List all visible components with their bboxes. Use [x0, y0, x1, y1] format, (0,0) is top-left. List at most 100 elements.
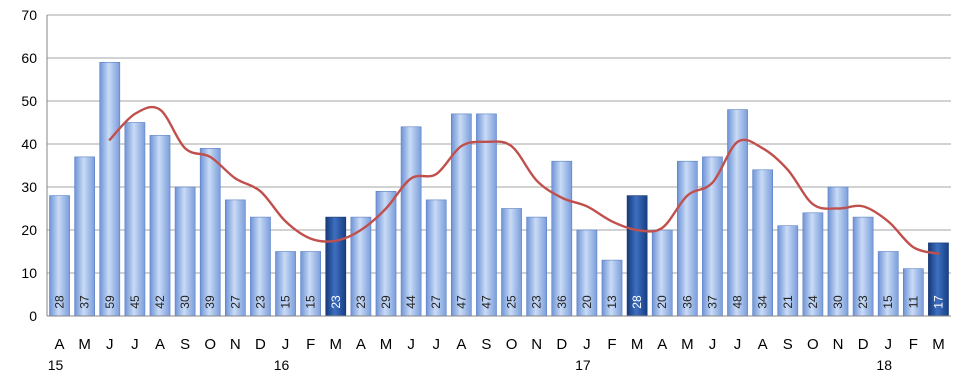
data-label: 23	[530, 295, 544, 309]
x-tick-label: A	[155, 336, 165, 353]
x-tick-label: A	[356, 336, 366, 353]
data-label: 36	[555, 295, 569, 309]
x-tick-label: O	[807, 336, 819, 353]
data-label: 15	[881, 295, 895, 309]
y-tick-label: 0	[29, 308, 37, 324]
x-tick-label: S	[783, 336, 793, 353]
y-tick-label: 70	[21, 7, 37, 23]
x-tick-label: O	[506, 336, 518, 353]
x-tick-label: O	[204, 336, 216, 353]
x-tick-label: D	[255, 336, 266, 353]
data-label: 24	[806, 295, 820, 309]
data-label: 37	[705, 295, 719, 309]
x-tick-label: J	[734, 336, 742, 353]
data-label: 11	[906, 295, 920, 308]
data-label: 42	[153, 295, 167, 309]
data-label: 23	[856, 295, 870, 309]
bar	[199, 148, 221, 317]
data-label: 30	[831, 295, 845, 309]
x-tick-label: F	[306, 336, 315, 353]
x-tick-label: J	[884, 336, 892, 353]
x-tick-label: S	[481, 336, 491, 353]
data-label: 17	[931, 295, 945, 309]
bars	[49, 61, 949, 317]
data-label: 39	[203, 295, 217, 309]
data-label: 20	[580, 295, 594, 309]
y-tick-label: 40	[21, 136, 37, 152]
x-tick-label: A	[55, 336, 65, 353]
y-tick-label: 10	[21, 265, 37, 281]
data-label: 48	[731, 295, 745, 309]
y-tick-label: 60	[21, 50, 37, 66]
bar	[676, 160, 698, 317]
x-tick-label: M	[932, 336, 945, 353]
data-label: 23	[354, 295, 368, 309]
data-label: 20	[655, 295, 669, 309]
x-tick-label: J	[709, 336, 717, 353]
x-tick-label: J	[131, 336, 139, 353]
data-label: 29	[379, 295, 393, 309]
year-label: 15	[48, 357, 64, 373]
bar	[400, 126, 422, 317]
data-label: 13	[605, 295, 619, 309]
trend-line	[108, 105, 940, 255]
x-tick-label: D	[556, 336, 567, 353]
trend-line-path	[108, 105, 940, 255]
x-tick-label: F	[909, 336, 918, 353]
x-tick-label: S	[180, 336, 190, 353]
x-tick-label: N	[531, 336, 542, 353]
data-label: 45	[128, 295, 142, 309]
data-label: 34	[756, 295, 770, 309]
x-tick-label: M	[681, 336, 694, 353]
x-tick-label: A	[456, 336, 466, 353]
bar	[149, 135, 171, 317]
x-tick-label: J	[407, 336, 415, 353]
data-label: 36	[680, 295, 694, 309]
x-tick-label: N	[833, 336, 844, 353]
bar	[124, 122, 146, 317]
x-tick-label: M	[78, 336, 91, 353]
year-label: 18	[876, 357, 892, 373]
year-label: 17	[575, 357, 591, 373]
data-label: 30	[178, 295, 192, 309]
data-label: 27	[228, 295, 242, 309]
x-tick-label: J	[432, 336, 440, 353]
bar	[476, 113, 497, 317]
y-axis: 0 10 20 30 40 50 60 70	[21, 7, 48, 324]
bar	[74, 156, 96, 317]
x-tick-label: N	[230, 336, 241, 353]
bar	[702, 156, 723, 317]
bar	[551, 160, 573, 317]
data-label: 21	[781, 295, 795, 309]
data-label: 44	[404, 295, 418, 309]
x-tick-label: J	[282, 336, 290, 353]
x-tick-label: M	[631, 336, 644, 353]
data-label: 47	[479, 295, 493, 309]
data-label: 23	[329, 295, 343, 309]
y-tick-label: 30	[21, 179, 37, 195]
x-tick-label: A	[758, 336, 768, 353]
x-tick-label: A	[657, 336, 667, 353]
data-label: 37	[78, 295, 92, 309]
data-label: 27	[429, 295, 443, 309]
bar	[99, 61, 121, 317]
year-label: 16	[274, 357, 290, 373]
data-label: 59	[103, 295, 117, 309]
gridlines	[47, 14, 951, 317]
x-tick-label: J	[583, 336, 591, 353]
data-label: 47	[454, 295, 468, 309]
data-label: 28	[630, 295, 644, 309]
y-tick-label: 20	[21, 222, 37, 238]
x-tick-label: J	[106, 336, 114, 353]
x-tick-label: M	[380, 336, 393, 353]
data-label: 23	[253, 295, 267, 309]
x-tick-label: D	[858, 336, 869, 353]
data-label: 15	[304, 295, 318, 309]
x-axis: A M J J A S O N D J F M A M J J A S O N D J F M A M J J A S O N D J F M15 16…	[47, 315, 951, 373]
y-tick-label: 50	[21, 93, 37, 109]
data-label: 25	[505, 295, 519, 309]
x-tick-label: F	[607, 336, 616, 353]
x-tick-label: M	[330, 336, 343, 353]
data-label: 15	[279, 295, 293, 309]
